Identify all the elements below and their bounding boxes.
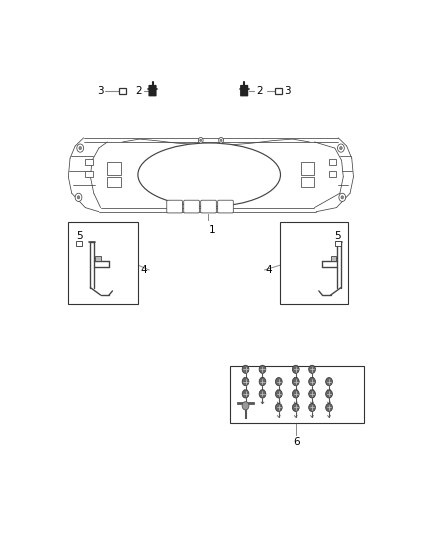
Circle shape — [259, 377, 266, 386]
Circle shape — [242, 402, 249, 410]
Bar — [280, 222, 348, 304]
Text: 1: 1 — [209, 225, 216, 235]
Circle shape — [259, 365, 266, 374]
FancyBboxPatch shape — [148, 85, 156, 96]
Bar — [68, 222, 138, 304]
Circle shape — [242, 365, 249, 374]
Circle shape — [77, 144, 84, 152]
Circle shape — [325, 403, 332, 411]
Circle shape — [293, 390, 299, 398]
Circle shape — [79, 147, 81, 150]
Circle shape — [309, 403, 315, 411]
Bar — [107, 177, 121, 187]
Circle shape — [242, 390, 249, 398]
Circle shape — [309, 377, 315, 386]
Text: 2: 2 — [257, 86, 263, 95]
Text: 4: 4 — [266, 265, 272, 275]
Circle shape — [242, 377, 249, 386]
Circle shape — [325, 377, 332, 386]
Bar — [76, 241, 82, 246]
Text: 3: 3 — [97, 86, 104, 95]
Bar — [329, 171, 336, 177]
Circle shape — [259, 390, 266, 398]
Circle shape — [276, 377, 282, 386]
Circle shape — [339, 193, 346, 201]
Bar — [85, 159, 93, 165]
Circle shape — [77, 196, 80, 199]
Bar — [301, 163, 314, 175]
FancyBboxPatch shape — [184, 200, 199, 213]
Text: 5: 5 — [334, 231, 341, 241]
Bar — [301, 177, 314, 187]
FancyBboxPatch shape — [201, 200, 216, 213]
Bar — [95, 256, 101, 261]
Circle shape — [198, 138, 203, 143]
Circle shape — [75, 193, 82, 201]
Circle shape — [309, 365, 315, 374]
Text: 3: 3 — [284, 86, 290, 95]
Circle shape — [339, 147, 342, 150]
FancyBboxPatch shape — [218, 200, 233, 213]
Bar — [119, 88, 126, 93]
FancyBboxPatch shape — [240, 85, 248, 96]
Bar — [331, 256, 336, 261]
Bar — [230, 366, 364, 423]
Ellipse shape — [138, 143, 280, 207]
Circle shape — [293, 365, 299, 374]
Text: 5: 5 — [76, 231, 82, 241]
Circle shape — [219, 138, 223, 143]
Circle shape — [276, 390, 282, 398]
Circle shape — [309, 390, 315, 398]
Text: 4: 4 — [141, 265, 147, 275]
Circle shape — [220, 139, 222, 142]
FancyBboxPatch shape — [167, 200, 182, 213]
Circle shape — [276, 403, 282, 411]
Text: 2: 2 — [136, 86, 142, 95]
Circle shape — [293, 377, 299, 386]
Bar — [107, 163, 121, 175]
Bar — [276, 88, 282, 93]
Circle shape — [325, 390, 332, 398]
Bar — [329, 159, 336, 165]
Bar — [85, 171, 93, 177]
Text: 6: 6 — [293, 438, 300, 447]
Circle shape — [293, 403, 299, 411]
Bar — [335, 241, 341, 246]
Circle shape — [341, 196, 344, 199]
Circle shape — [338, 144, 344, 152]
Circle shape — [200, 139, 202, 142]
